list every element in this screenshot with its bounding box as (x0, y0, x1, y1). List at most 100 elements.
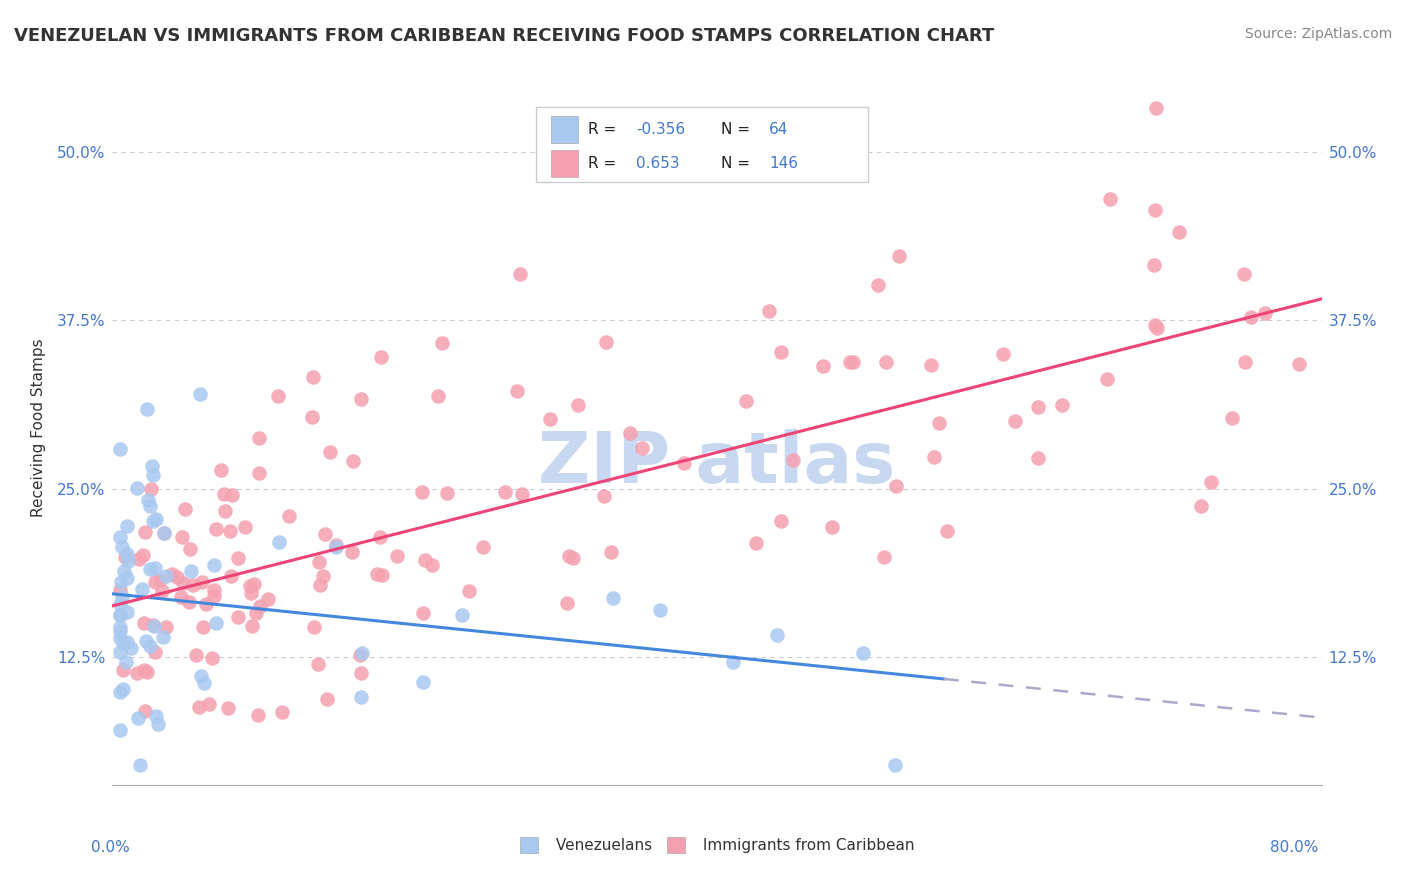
Text: VENEZUELAN VS IMMIGRANTS FROM CARIBBEAN RECEIVING FOOD STAMPS CORRELATION CHART: VENEZUELAN VS IMMIGRANTS FROM CARIBBEAN … (14, 27, 994, 45)
Point (821, 520, 844, 534)
Point (115, 519, 138, 533)
Point (217, 700, 239, 714)
Point (770, 345, 793, 359)
Point (852, 647, 875, 661)
FancyBboxPatch shape (536, 107, 868, 182)
Point (188, 387, 211, 401)
Point (1144, 318, 1167, 332)
Point (202, 583, 225, 598)
Point (366, 566, 388, 581)
Point (1191, 499, 1213, 513)
Point (108, 645, 131, 659)
Point (1232, 267, 1254, 281)
Point (233, 520, 256, 534)
Point (143, 645, 166, 659)
Point (766, 628, 789, 642)
Point (349, 690, 371, 705)
Point (239, 579, 262, 593)
Point (301, 409, 323, 424)
Point (128, 552, 150, 566)
Point (595, 335, 617, 350)
Point (138, 639, 160, 653)
Text: N =: N = (721, 155, 755, 170)
Point (673, 456, 696, 470)
Point (191, 620, 214, 634)
Point (150, 583, 173, 598)
Point (240, 586, 263, 600)
Point (735, 394, 758, 409)
Point (842, 355, 865, 369)
Point (108, 530, 131, 544)
Point (1143, 258, 1166, 272)
Text: R =: R = (588, 155, 621, 170)
Text: -0.356: -0.356 (636, 121, 685, 136)
Point (190, 669, 212, 683)
Point (132, 615, 155, 630)
Point (302, 620, 325, 634)
Point (782, 452, 804, 467)
Point (166, 570, 188, 584)
Point (1097, 372, 1119, 386)
Point (839, 354, 862, 368)
Point (112, 564, 135, 578)
Point (111, 663, 134, 677)
Point (412, 675, 434, 690)
Point (108, 598, 131, 612)
Point (884, 757, 907, 772)
Point (170, 530, 193, 544)
Point (153, 525, 176, 540)
Point (242, 577, 264, 591)
Point (136, 401, 159, 416)
Point (315, 692, 337, 706)
Point (125, 481, 148, 495)
Point (205, 616, 228, 631)
Point (278, 509, 301, 524)
Point (1099, 192, 1122, 206)
Point (325, 540, 347, 554)
Point (350, 392, 373, 406)
Text: 80.0%: 80.0% (1271, 840, 1319, 855)
Point (1026, 400, 1049, 414)
Point (111, 540, 134, 554)
Point (117, 571, 139, 585)
Point (108, 723, 131, 738)
Point (991, 347, 1014, 361)
Point (1239, 310, 1261, 324)
Point (134, 704, 156, 718)
Point (308, 578, 330, 592)
Point (127, 666, 149, 681)
Point (174, 501, 197, 516)
Point (1146, 320, 1168, 334)
Point (1168, 225, 1191, 239)
Point (558, 549, 581, 563)
Point (195, 597, 218, 611)
Point (152, 630, 174, 644)
Point (370, 350, 392, 364)
Point (181, 578, 204, 592)
Point (506, 384, 529, 398)
Point (723, 656, 745, 670)
Point (120, 641, 142, 656)
Point (155, 569, 177, 583)
FancyBboxPatch shape (551, 150, 578, 177)
Point (240, 619, 263, 633)
Point (143, 619, 166, 633)
Point (1028, 450, 1050, 465)
Point (205, 522, 228, 536)
Point (307, 657, 329, 672)
Point (1004, 414, 1026, 428)
Point (301, 370, 323, 384)
Point (179, 542, 201, 557)
Point (180, 564, 202, 578)
Point (214, 504, 236, 518)
Point (325, 538, 347, 552)
Point (141, 458, 163, 473)
Point (510, 487, 533, 501)
Legend:  Venezuelans,  Immigrants from Caribbean: Venezuelans, Immigrants from Caribbean (515, 831, 920, 859)
Point (142, 514, 165, 528)
Point (368, 530, 391, 544)
Point (1220, 411, 1243, 425)
Point (221, 488, 243, 502)
FancyBboxPatch shape (551, 116, 578, 143)
Point (139, 562, 162, 576)
